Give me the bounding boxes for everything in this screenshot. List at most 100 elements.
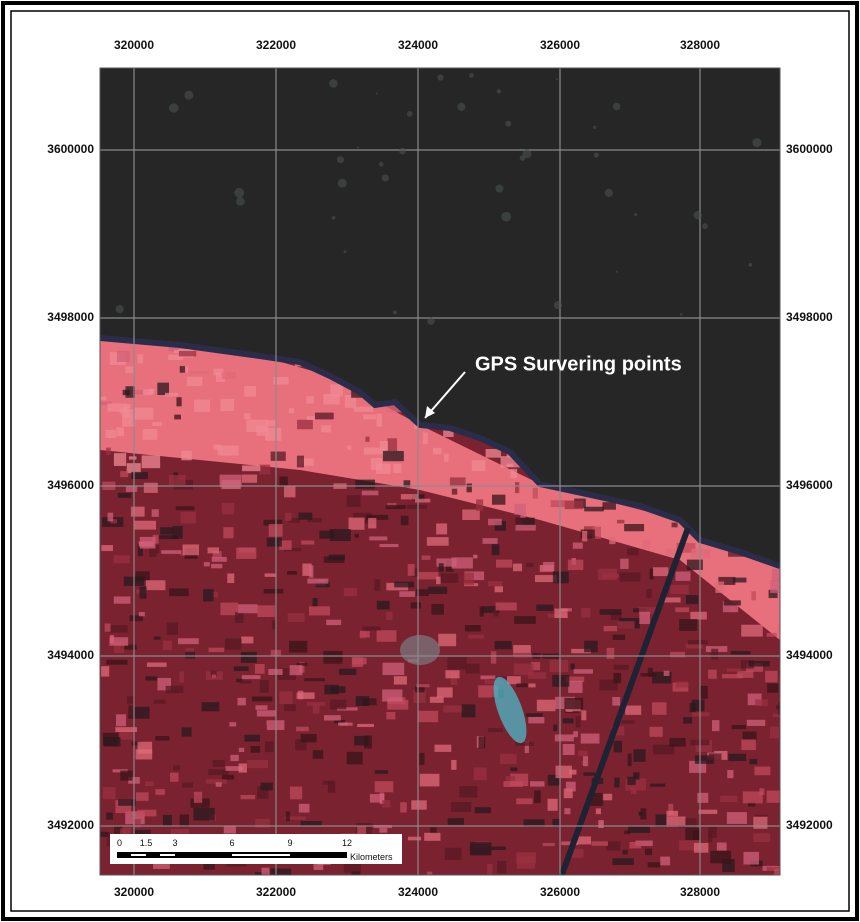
terrain-patch <box>114 555 130 563</box>
terrain-patch <box>330 700 346 710</box>
terrain-patch <box>514 504 526 515</box>
terrain-patch <box>106 448 111 455</box>
terrain-patch <box>476 499 483 510</box>
terrain-patch <box>377 414 382 427</box>
terrain-patch <box>415 686 425 692</box>
terrain-patch <box>483 538 498 544</box>
terrain-patch <box>564 698 583 709</box>
sea-speckle <box>605 189 613 197</box>
x-label-bottom: 322000 <box>256 885 296 899</box>
terrain-patch <box>146 580 165 590</box>
terrain-patch <box>145 781 154 786</box>
terrain-patch <box>394 582 414 588</box>
terrain-patch <box>394 676 407 684</box>
terrain-patch <box>288 613 305 622</box>
scale-label: 9 <box>287 838 292 848</box>
terrain-patch <box>491 651 496 663</box>
sea-speckle <box>184 91 193 100</box>
terrain-patch <box>365 437 369 442</box>
terrain-patch <box>154 700 165 704</box>
terrain-patch <box>492 495 505 505</box>
terrain-patch <box>165 393 178 397</box>
terrain-patch <box>627 777 635 785</box>
terrain-patch <box>755 699 768 706</box>
sea-speckle <box>469 73 474 78</box>
terrain-patch <box>118 493 132 498</box>
terrain-patch <box>120 471 128 477</box>
terrain-patch <box>778 703 788 715</box>
terrain-patch <box>516 852 536 863</box>
terrain-patch <box>265 573 277 576</box>
terrain-patch <box>266 721 273 725</box>
terrain-patch <box>565 500 584 509</box>
terrain-patch <box>375 770 388 774</box>
terrain-patch <box>212 760 225 767</box>
terrain-patch <box>155 789 164 795</box>
terrain-patch <box>487 864 492 875</box>
terrain-patch <box>514 663 534 674</box>
terrain-patch <box>362 491 379 496</box>
terrain-patch <box>323 651 342 664</box>
terrain-patch <box>369 536 387 540</box>
y-label-right: 3494000 <box>786 648 833 662</box>
terrain-patch <box>382 689 402 701</box>
terrain-patch <box>238 698 246 706</box>
terrain-patch <box>443 706 464 713</box>
sea-speckle <box>505 121 511 127</box>
terrain-patch <box>514 616 536 624</box>
terrain-patch <box>627 548 638 555</box>
terrain-patch <box>720 796 737 802</box>
terrain-patch <box>465 664 479 674</box>
terrain-patch <box>220 399 234 411</box>
terrain-patch <box>125 366 134 373</box>
terrain-patch <box>355 480 375 489</box>
terrain-patch <box>570 663 574 669</box>
terrain-patch <box>503 781 523 787</box>
terrain-patch <box>553 571 569 583</box>
terrain-patch <box>495 586 503 592</box>
terrain-patch <box>257 710 276 716</box>
terrain-patch <box>614 778 619 788</box>
terrain-patch <box>672 523 678 528</box>
terrain-patch <box>172 526 182 539</box>
scale-unit: Kilometers <box>350 852 393 862</box>
terrain-patch <box>526 563 533 567</box>
sea-speckle <box>694 211 702 219</box>
terrain-patch <box>328 781 335 793</box>
terrain-patch <box>478 736 485 748</box>
x-label-bottom: 324000 <box>398 885 438 899</box>
terrain-patch <box>386 612 392 620</box>
terrain-patch <box>145 676 157 680</box>
sea-speckle <box>393 310 397 314</box>
terrain-patch <box>488 728 503 732</box>
terrain-patch <box>459 786 477 798</box>
terrain-patch <box>685 828 700 840</box>
terrain-patch <box>475 807 491 813</box>
terrain-patch <box>180 512 195 524</box>
terrain-patch <box>470 842 491 855</box>
terrain-patch <box>400 802 407 812</box>
terrain-patch <box>301 540 314 544</box>
x-label-top: 322000 <box>256 38 296 52</box>
terrain-patch <box>241 795 256 799</box>
terrain-patch <box>750 759 758 764</box>
terrain-patch <box>583 756 588 766</box>
terrain-patch <box>265 428 281 441</box>
terrain-patch <box>411 602 421 608</box>
terrain-patch <box>629 842 641 848</box>
terrain-patch <box>708 827 717 838</box>
terrain-patch <box>363 415 376 420</box>
terrain-patch <box>301 734 317 742</box>
terrain-patch <box>129 456 137 459</box>
terrain-patch <box>602 794 612 801</box>
terrain-patch <box>516 683 527 687</box>
terrain-patch <box>104 737 121 746</box>
terrain-patch <box>386 712 395 719</box>
sea-speckle <box>616 270 618 272</box>
terrain-patch <box>584 641 598 652</box>
terrain-patch <box>174 415 181 420</box>
terrain-patch <box>581 710 586 720</box>
terrain-patch <box>536 605 553 611</box>
terrain-patch <box>239 763 247 772</box>
terrain-patch <box>507 676 521 684</box>
